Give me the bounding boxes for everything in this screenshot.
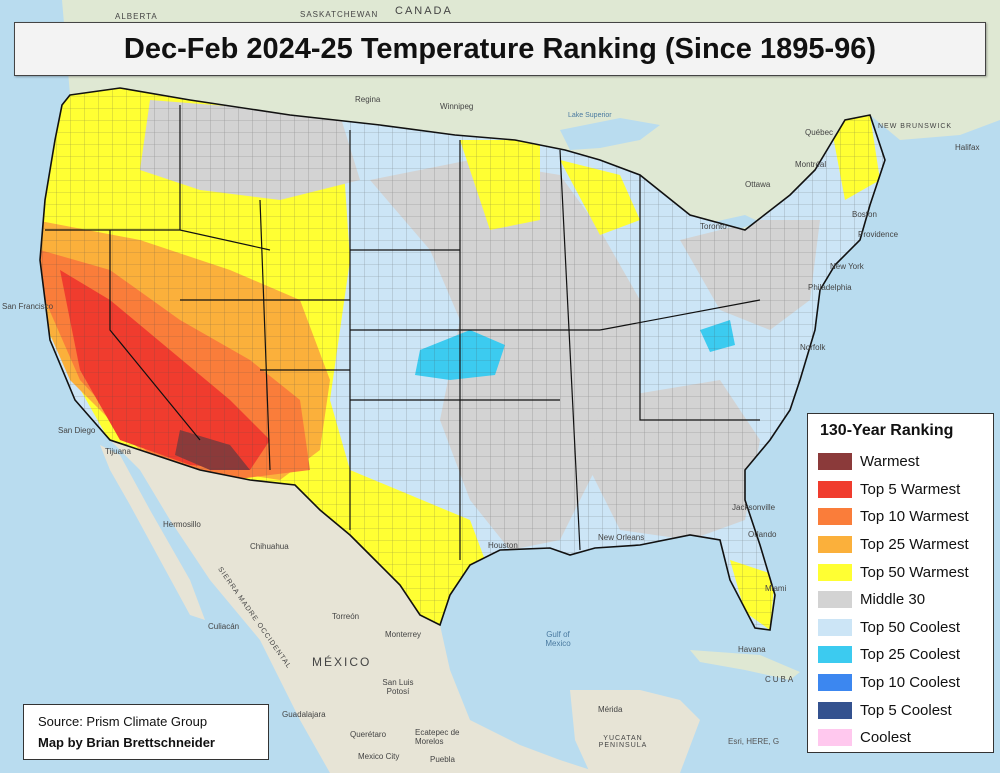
legend-label: Top 10 Coolest [860,674,961,692]
legend-item: Top 50 Warmest [818,558,993,586]
legend-item: Top 25 Coolest [818,641,993,669]
legend-swatch [818,480,852,498]
legend-item: Top 10 Coolest [818,669,993,697]
label-mexico: MÉXICO [312,655,372,669]
label-ecatepec: Ecatepec de Morelos [415,728,460,746]
map-title: Dec-Feb 2024-25 Temperature Ranking (Sin… [123,32,877,65]
label-new-brunswick: NEW BRUNSWICK [878,123,953,130]
legend-swatch [818,618,852,636]
legend-swatch [818,536,852,554]
label-mexico-city: Mexico City [358,752,400,761]
label-san-diego: San Diego [58,426,96,435]
label-gulf-of-mexico: Gulf of Mexico [545,630,571,648]
legend-swatch [818,591,852,609]
label-boston: Boston [852,210,877,219]
label-saskatchewan: SASKATCHEWAN [300,10,379,19]
legend-swatch [818,674,852,692]
label-houston: Houston [488,541,518,550]
label-toronto: Toronto [700,222,727,231]
label-norfolk: Norfolk [800,343,826,352]
label-philadelphia: Philadelphia [808,283,852,292]
legend-title: 130-Year Ranking [820,422,954,439]
label-alberta: ALBERTA [115,12,158,21]
legend-swatch [818,646,852,664]
label-new-york: New York [830,262,864,271]
label-jacksonville: Jacksonville [732,503,776,512]
legend-item: Coolest [818,724,993,752]
us-outline [39,87,886,631]
mexico-land [110,440,600,773]
label-new-orleans: New Orleans [598,533,645,542]
legend-swatch [818,453,852,471]
label-lake-superior: Lake Superior [568,112,612,119]
map-attribution: Esri, HERE, G [728,737,780,746]
legend-swatch [818,508,852,526]
label-tijuana: Tijuana [105,447,131,456]
label-guadalajara: Guadalajara [282,710,326,719]
legend-label: Top 50 Warmest [860,563,969,581]
legend-swatch [818,701,852,719]
label-queretaro: Querétaro [350,730,387,739]
legend-label: Top 25 Warmest [860,536,969,554]
yucatan-land [570,690,700,773]
state-borders [45,105,761,560]
label-puebla: Puebla [430,755,455,764]
label-yucatan: YUCATAN PENINSULA [598,735,648,749]
label-merida: Mérida [598,705,623,714]
lake-superior [560,118,660,150]
legend-item: Middle 30 [818,586,993,614]
label-providence: Providence [858,230,899,239]
label-hermosillo: Hermosillo [163,520,201,529]
label-monterrey: Monterrey [385,630,422,639]
cuba-land [690,650,800,680]
legend-label: Top 50 Coolest [860,618,961,636]
label-orlando: Orlando [748,530,777,539]
source-box: Source: Prism Climate Group Map by Brian… [23,704,269,760]
label-canada: CANADA [395,5,453,17]
legend-label: Warmest [860,453,920,471]
label-regina: Regina [355,95,381,104]
label-havana: Havana [738,645,766,654]
label-miami: Miami [765,584,787,593]
label-chihuahua: Chihuahua [250,542,289,551]
legend-item: Top 50 Coolest [818,614,993,642]
legend-item: Top 5 Warmest [818,476,993,504]
baja-california [100,445,205,620]
legend-item: Top 5 Coolest [818,696,993,724]
label-san-luis-potosi: San Luis Potosí [382,678,414,696]
map-title-box: Dec-Feb 2024-25 Temperature Ranking (Sin… [14,22,986,76]
label-montreal: Montréal [795,160,827,169]
legend-label: Top 25 Coolest [860,646,961,664]
label-quebec: Québec [805,128,834,137]
label-culiacan: Culiacán [208,622,240,631]
legend: 130-Year Ranking Warmest Top 5 Warmest Top… [807,413,994,753]
label-torreon: Torreón [332,612,360,621]
label-ottawa: Ottawa [745,180,771,189]
legend-label: Middle 30 [860,591,926,609]
legend-label: Top 10 Warmest [860,508,969,526]
label-san-francisco: San Francisco [2,302,54,311]
legend-items: Warmest Top 5 Warmest Top 10 Warmest Top 25… [818,448,993,752]
author-text: Map by Brian Brettschneider [38,735,215,750]
legend-swatch [818,729,852,747]
label-cuba: CUBA [765,675,796,684]
legend-item: Top 10 Warmest [818,503,993,531]
legend-label: Top 5 Warmest [860,480,961,498]
legend-swatch [818,563,852,581]
legend-item: Warmest [818,448,993,476]
source-text: Source: Prism Climate Group [38,714,208,729]
legend-label: Top 5 Coolest [860,701,952,719]
label-winnipeg: Winnipeg [440,102,474,111]
legend-label: Coolest [860,729,911,747]
label-halifax: Halifax [955,143,980,152]
legend-item: Top 25 Warmest [818,531,993,559]
